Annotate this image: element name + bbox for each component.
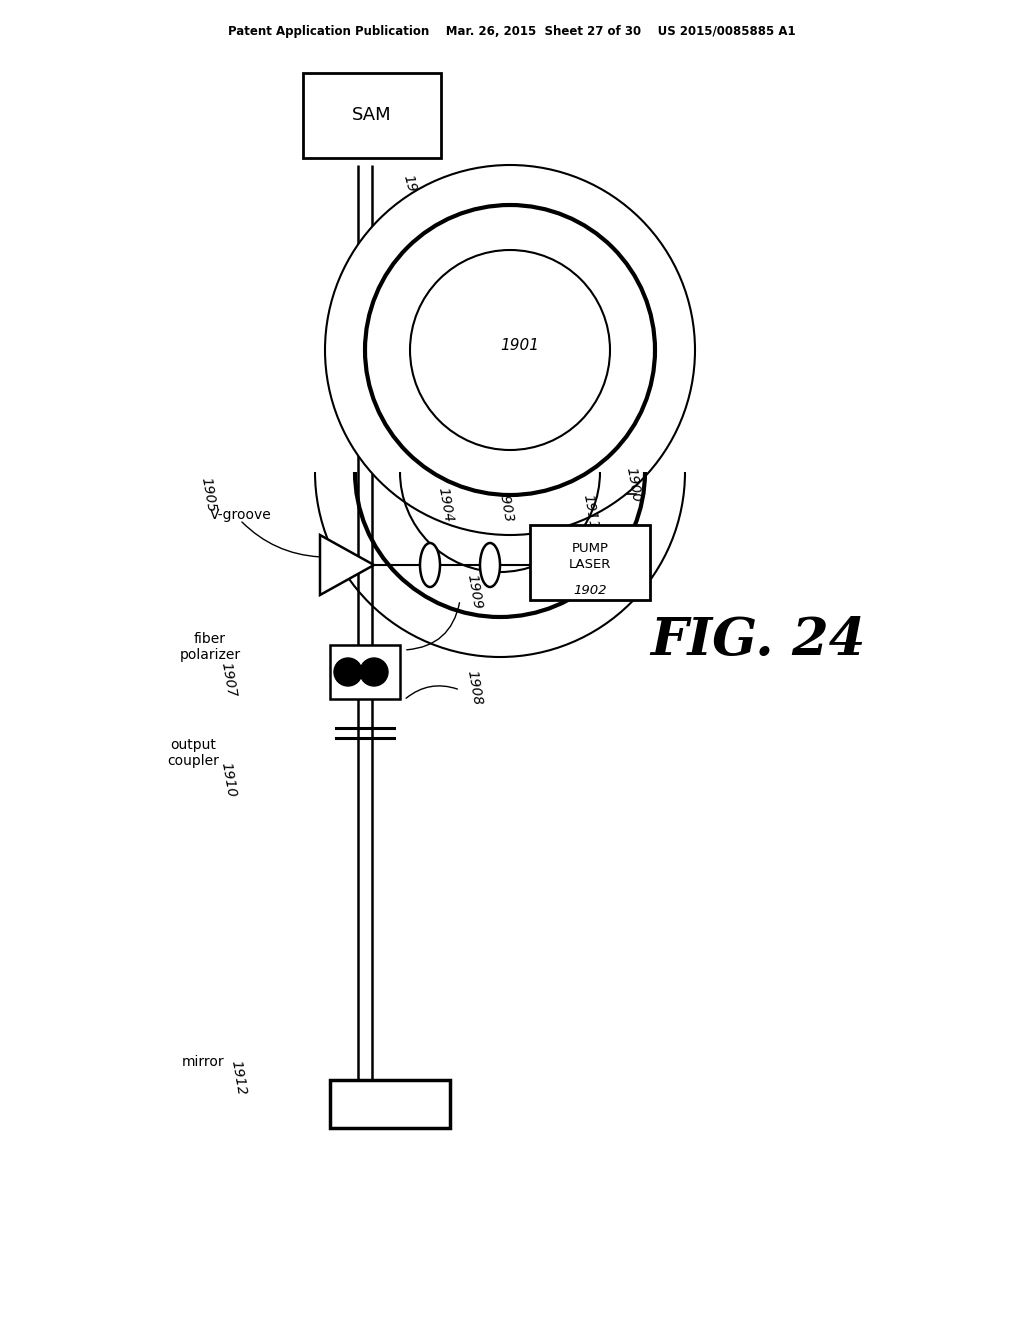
- Ellipse shape: [420, 543, 440, 587]
- Text: 1904: 1904: [435, 486, 455, 523]
- Text: 1900: 1900: [623, 466, 643, 504]
- Polygon shape: [319, 535, 374, 595]
- Text: 1902: 1902: [573, 583, 607, 597]
- Text: 1907: 1907: [218, 661, 238, 698]
- Ellipse shape: [410, 249, 610, 450]
- Ellipse shape: [365, 205, 655, 495]
- Bar: [330, 645, 400, 700]
- Text: Patent Application Publication    Mar. 26, 2015  Sheet 27 of 30    US 2015/00858: Patent Application Publication Mar. 26, …: [228, 25, 796, 38]
- Circle shape: [360, 657, 388, 686]
- Text: output: output: [608, 358, 654, 372]
- Text: PUMP
LASER: PUMP LASER: [568, 543, 611, 570]
- Text: FIG. 24: FIG. 24: [650, 615, 865, 665]
- Ellipse shape: [325, 165, 695, 535]
- Text: 1909: 1909: [464, 573, 484, 611]
- Text: 1911: 1911: [580, 494, 600, 531]
- Ellipse shape: [480, 543, 500, 587]
- Text: 1910: 1910: [218, 762, 238, 799]
- Text: V-groove: V-groove: [210, 508, 271, 521]
- Text: SAM: SAM: [352, 107, 392, 124]
- Text: 1912: 1912: [228, 1060, 248, 1097]
- Text: 1905: 1905: [198, 477, 218, 513]
- Text: 1908: 1908: [464, 669, 484, 706]
- Text: output
coupler: output coupler: [167, 738, 219, 768]
- Circle shape: [334, 657, 362, 686]
- Bar: [530, 525, 650, 601]
- Bar: [330, 1080, 450, 1129]
- Text: 1901: 1901: [501, 338, 540, 352]
- Bar: [303, 73, 441, 158]
- Text: 1906: 1906: [400, 173, 423, 211]
- Text: 1903: 1903: [495, 486, 515, 523]
- Text: fiber
polarizer: fiber polarizer: [179, 632, 241, 663]
- Text: mirror: mirror: [181, 1055, 224, 1069]
